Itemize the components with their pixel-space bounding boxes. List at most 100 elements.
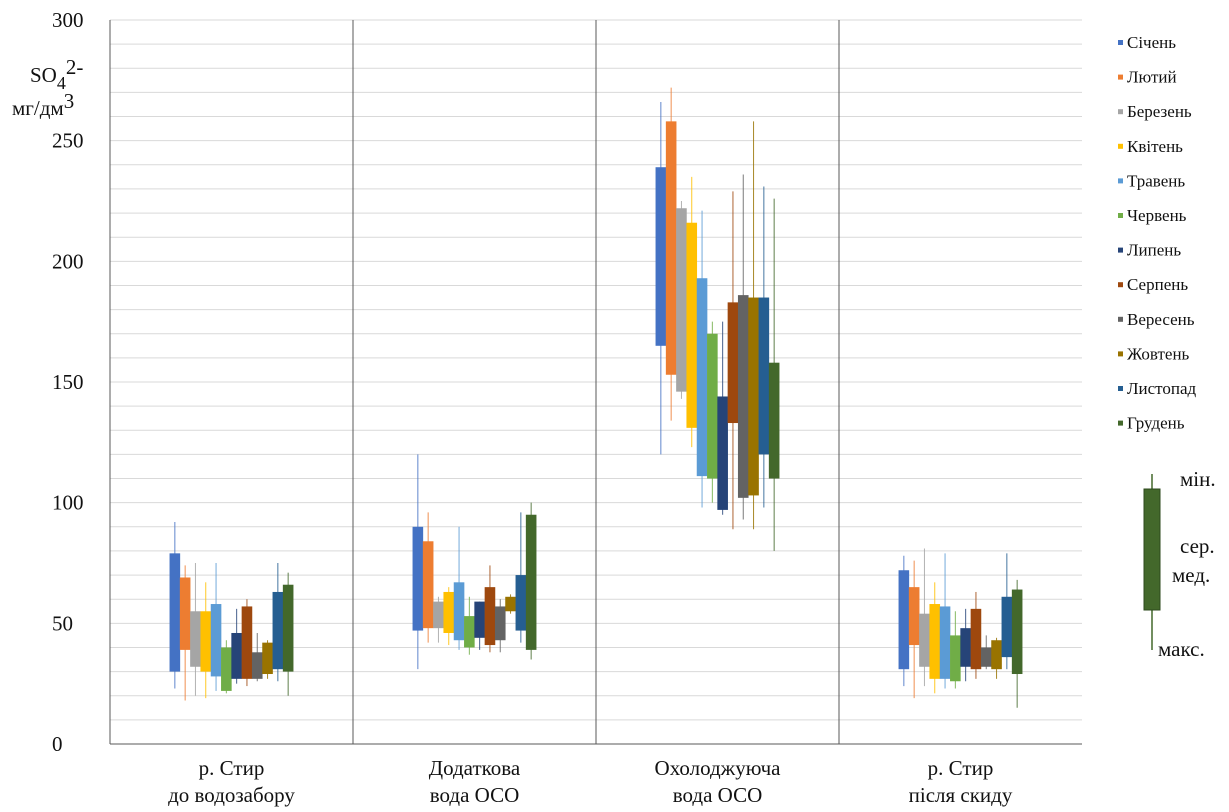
box <box>221 647 232 691</box>
box <box>707 333 718 479</box>
legend-label: Серпень <box>1127 275 1188 294</box>
box <box>412 526 424 631</box>
category-label: Охолоджуюча <box>655 756 782 780</box>
box <box>686 222 698 428</box>
box <box>970 608 982 670</box>
y-tick-label: 200 <box>52 249 84 273</box>
y-tick-label: 0 <box>52 732 63 756</box>
legend-swatch <box>1118 420 1123 426</box>
box <box>251 652 263 679</box>
box <box>737 295 749 498</box>
box <box>231 632 242 679</box>
legend-label: Березень <box>1127 102 1192 121</box>
y-tick-label: 300 <box>52 8 84 32</box>
box <box>768 362 780 479</box>
box <box>898 570 910 670</box>
box <box>494 606 506 641</box>
box-series <box>169 87 1023 708</box>
box <box>453 582 465 641</box>
box <box>950 635 961 682</box>
category-label: р. Стир <box>199 756 265 780</box>
box <box>717 396 728 510</box>
box <box>169 553 181 672</box>
box-key-mean-label: сер. <box>1180 534 1215 558</box>
legend-swatch <box>1118 351 1123 357</box>
box <box>758 297 770 455</box>
box <box>210 604 222 677</box>
box <box>655 167 667 346</box>
category-label: вода ОСО <box>430 783 520 807</box>
box <box>908 587 920 646</box>
box <box>484 587 496 646</box>
box <box>464 616 475 648</box>
box <box>525 514 537 650</box>
legend-label: Травень <box>1127 171 1185 190</box>
y-tick-label: 50 <box>52 611 73 635</box>
box <box>696 278 708 477</box>
plot-frame <box>109 20 1082 745</box>
box <box>676 208 687 392</box>
box-key-max-label: макс. <box>1158 637 1205 661</box>
legend-swatch <box>1118 213 1123 218</box>
box <box>179 577 191 650</box>
legend-swatch <box>1118 316 1123 322</box>
box <box>262 642 273 675</box>
y-tick-label: 250 <box>52 129 84 153</box>
legend-label: Вересень <box>1127 310 1195 329</box>
legend-swatch <box>1118 109 1123 115</box>
legend-swatch <box>1118 143 1123 149</box>
box <box>241 606 253 679</box>
box <box>929 604 941 679</box>
box <box>200 611 212 672</box>
box <box>939 606 951 679</box>
box <box>190 611 201 667</box>
x-axis-categories: р. Стир до водозабору Додаткова вода ОСО Охо… <box>168 756 1013 807</box>
legend-label: Червень <box>1127 206 1187 225</box>
box <box>727 302 739 424</box>
y-axis-ticks: 0 50 100 150 200 250 300 <box>52 8 84 756</box>
legend-swatch <box>1118 247 1123 253</box>
y-tick-label: 100 <box>52 491 84 515</box>
box <box>748 297 759 496</box>
legend-label: Квітень <box>1127 137 1183 156</box>
y-unit-species: SO42- <box>30 55 83 93</box>
box <box>1011 589 1023 675</box>
legend-swatch <box>1118 40 1123 45</box>
box <box>505 596 516 612</box>
category-label: вода ОСО <box>673 783 763 807</box>
category-label: Додаткова <box>429 756 521 780</box>
category-label: після скиду <box>909 783 1013 807</box>
legend-label: Січень <box>1127 33 1176 52</box>
box-key-min-label: мін. <box>1180 467 1216 491</box>
y-axis-unit-label: SO42- мг/дм3 <box>12 55 83 120</box>
box <box>282 584 294 672</box>
legend-swatch <box>1118 386 1123 391</box>
legend-label: Жовтень <box>1127 344 1190 363</box>
box <box>515 575 527 631</box>
box-key-median-label: мед. <box>1172 563 1210 587</box>
box <box>443 591 455 633</box>
category-label: до водозабору <box>168 783 295 807</box>
box <box>422 541 434 629</box>
box <box>960 628 971 667</box>
legend-label: Липень <box>1127 241 1181 260</box>
y-unit-measure: мг/дм3 <box>12 89 74 120</box>
box-key: мін. сер. мед. макс. <box>1143 467 1216 661</box>
box <box>919 613 930 667</box>
legend-swatch <box>1118 74 1123 80</box>
legend-label: Грудень <box>1127 414 1185 433</box>
legend: Січень Лютий Березень Квітень Травень Червень… <box>1118 33 1197 433</box>
legend-swatch <box>1118 282 1123 288</box>
legend-swatch <box>1118 178 1123 184</box>
legend-label: Листопад <box>1127 379 1197 398</box>
box <box>1001 596 1013 658</box>
box <box>433 601 444 629</box>
category-label: р. Стир <box>928 756 994 780</box>
box <box>474 601 485 638</box>
box <box>665 121 677 375</box>
legend-label: Лютий <box>1127 68 1177 87</box>
box <box>980 647 992 667</box>
y-tick-label: 150 <box>52 370 84 394</box>
box-key-box <box>1143 488 1161 611</box>
